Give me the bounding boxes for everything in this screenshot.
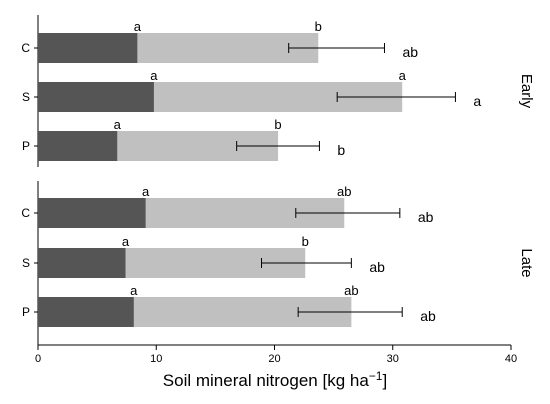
letter-total-late-p: ab [420, 308, 436, 324]
letter-dark-early-s: a [150, 68, 158, 83]
x-tick-label-20: 20 [268, 353, 280, 365]
letter-light-early-p: b [274, 117, 281, 132]
letter-light-early-c: b [315, 19, 322, 34]
category-label-early-p: P [22, 139, 30, 153]
letter-light-late-s: b [302, 234, 309, 249]
group-label-early: Early [518, 74, 535, 109]
letter-light-early-s: a [399, 68, 407, 83]
x-tick-label-40: 40 [505, 353, 517, 365]
category-label-early-c: C [21, 41, 30, 55]
bar-dark-early-p [38, 131, 118, 161]
x-axis-label-close: ] [382, 371, 387, 390]
letter-light-late-p: ab [344, 283, 358, 298]
bar-dark-late-s [38, 248, 126, 278]
letter-total-late-c: ab [418, 209, 434, 225]
category-label-late-p: P [22, 305, 30, 319]
letter-dark-late-p: a [130, 283, 138, 298]
letter-total-early-p: b [337, 142, 345, 158]
letter-dark-early-c: a [134, 19, 142, 34]
letter-dark-late-c: a [142, 184, 150, 199]
bar-dark-late-p [38, 297, 134, 327]
bar-dark-early-c [38, 33, 138, 63]
bar-dark-late-c [38, 198, 146, 228]
x-tick-label-0: 0 [35, 353, 41, 365]
x-axis-label-superscript: −1 [369, 369, 383, 383]
x-axis-label: Soil mineral nitrogen [kg ha−1] [163, 369, 387, 390]
category-label-late-c: C [21, 206, 30, 220]
letter-dark-late-s: a [122, 234, 130, 249]
letter-total-early-s: a [473, 93, 481, 109]
category-label-early-s: S [22, 90, 30, 104]
letter-dark-early-p: a [114, 117, 122, 132]
x-tick-label-10: 10 [150, 353, 162, 365]
x-tick-label-30: 30 [387, 353, 399, 365]
group-label-late: Late [518, 248, 535, 277]
bar-dark-early-s [38, 82, 154, 112]
letter-light-late-c: ab [337, 184, 351, 199]
x-axis-label-main: Soil mineral nitrogen [kg ha [163, 371, 370, 390]
letter-total-late-s: ab [369, 259, 385, 275]
letter-total-early-c: ab [402, 44, 418, 60]
category-label-late-s: S [22, 256, 30, 270]
